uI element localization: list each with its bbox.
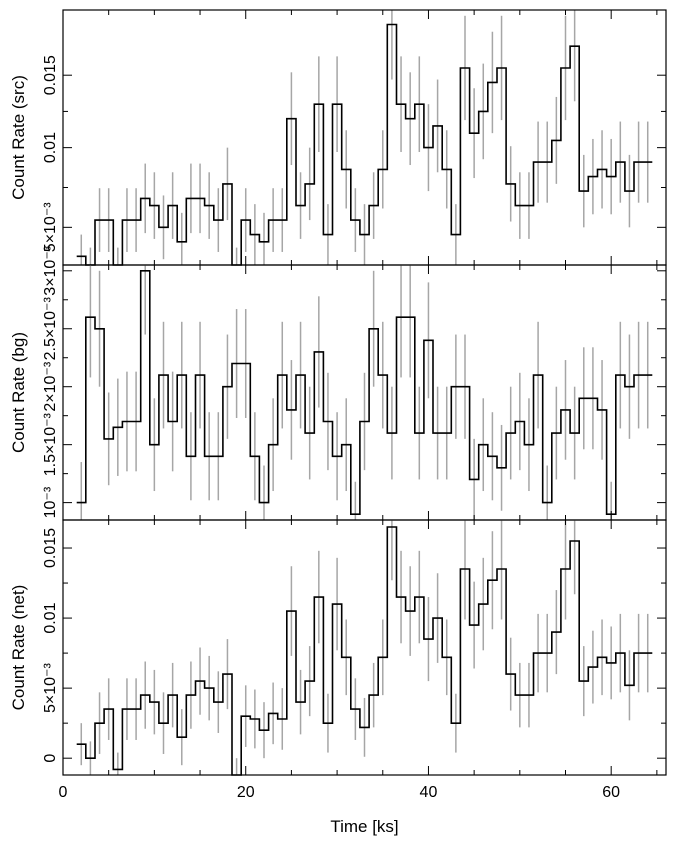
y-tick-label: 2×10⁻³	[42, 361, 59, 411]
panel-bg: 10⁻³ 1.5×10⁻³2×10⁻³2.5×10⁻³ 3×10⁻³ Count Ra…	[9, 245, 667, 521]
x-tick-label: 60	[602, 784, 620, 801]
y-axis-label: Count Rate (bg)	[9, 332, 28, 453]
x-axis-label: Time [ks]	[330, 817, 398, 836]
y-tick-label: 3×10⁻³	[42, 245, 59, 295]
y-tick-label: 0.015	[42, 528, 59, 568]
x-tick-label: 0	[59, 784, 68, 801]
y-axis-label: Count Rate (net)	[9, 585, 28, 711]
panel-net: 0 5×10⁻³ 0.01 0.015 Count Rate (net) 0 20 40 60 T…	[9, 519, 667, 836]
y-tick-label: 5×10⁻³	[42, 202, 59, 252]
panel-src: 5×10⁻³ 0.01 0.015 Count Rate (src)	[9, 9, 667, 266]
y-tick-label: 0.01	[42, 602, 59, 633]
x-tick-label: 20	[237, 784, 255, 801]
light-curve-src	[76, 23, 653, 266]
x-tick-label: 40	[420, 784, 438, 801]
y-tick-label: 0	[42, 754, 59, 763]
y-axis-label: Count Rate (src)	[9, 75, 28, 200]
y-tick-label: 0.01	[42, 132, 59, 163]
y-tick-label: 0.015	[42, 55, 59, 95]
y-tick-label: 1.5×10⁻³	[42, 412, 59, 476]
y-tick-label: 10⁻³	[42, 486, 59, 518]
plot-frame	[62, 519, 667, 776]
light-curve-bg	[76, 270, 653, 515]
y-tick-label: 2.5×10⁻³	[42, 297, 59, 361]
light-curve-net	[76, 526, 653, 776]
y-tick-label: 5×10⁻³	[42, 663, 59, 713]
